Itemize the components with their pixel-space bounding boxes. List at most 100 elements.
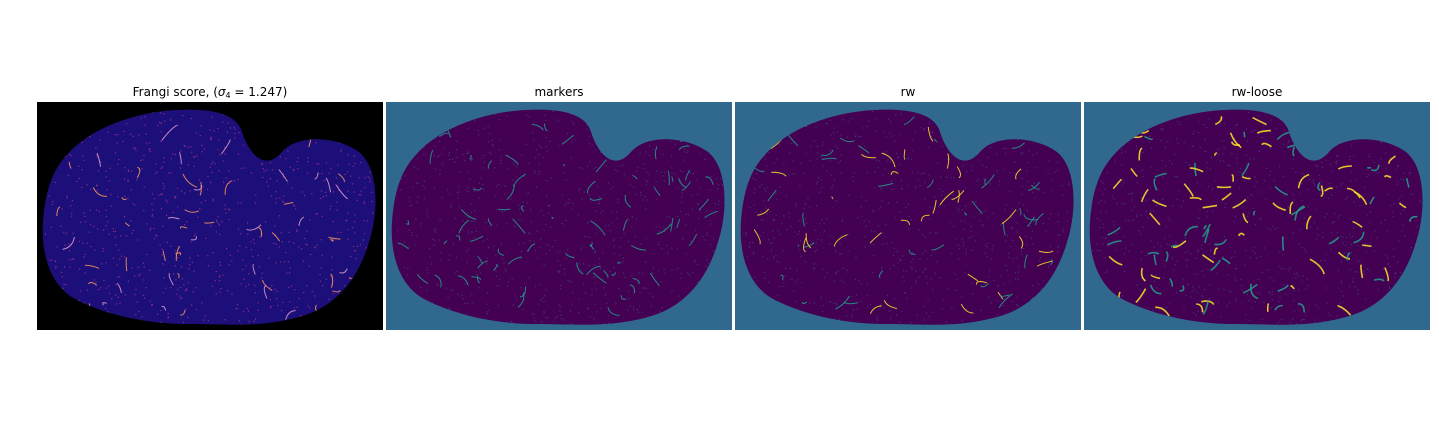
texture-speck bbox=[113, 228, 114, 229]
texture-speck bbox=[1302, 173, 1303, 174]
texture-speck bbox=[135, 314, 136, 315]
texture-speck bbox=[266, 182, 267, 183]
texture-speck bbox=[1243, 206, 1244, 207]
texture-speck bbox=[259, 266, 260, 267]
texture-speck bbox=[566, 258, 567, 259]
texture-speck bbox=[102, 251, 103, 252]
texture-speck bbox=[1343, 301, 1344, 302]
texture-speck bbox=[1370, 243, 1371, 244]
texture-speck bbox=[877, 318, 878, 319]
texture-speck bbox=[204, 149, 205, 150]
texture-speck bbox=[214, 130, 215, 131]
texture-speck bbox=[167, 242, 168, 243]
texture-speck bbox=[826, 219, 827, 220]
texture-speck bbox=[545, 253, 546, 254]
texture-speck bbox=[594, 282, 595, 283]
texture-speck bbox=[877, 320, 878, 321]
texture-speck bbox=[667, 253, 668, 254]
texture-speck bbox=[536, 149, 537, 150]
texture-speck bbox=[965, 254, 966, 255]
texture-speck bbox=[814, 263, 815, 264]
texture-speck bbox=[972, 293, 973, 294]
texture-speck bbox=[255, 195, 256, 196]
texture-speck bbox=[834, 127, 835, 128]
texture-speck bbox=[117, 164, 118, 165]
texture-speck bbox=[103, 248, 104, 249]
texture-speck bbox=[1183, 306, 1184, 307]
texture-speck bbox=[1187, 251, 1188, 252]
texture-speck bbox=[360, 244, 361, 245]
texture-speck bbox=[1358, 289, 1359, 290]
texture-speck bbox=[589, 265, 590, 266]
texture-speck bbox=[1124, 203, 1125, 204]
texture-speck bbox=[1209, 244, 1210, 245]
texture-speck bbox=[643, 199, 644, 200]
texture-speck bbox=[1019, 202, 1020, 203]
texture-speck bbox=[959, 248, 960, 249]
texture-speck bbox=[439, 174, 440, 175]
texture-speck bbox=[71, 155, 72, 156]
texture-speck bbox=[404, 267, 405, 268]
texture-speck bbox=[684, 148, 685, 149]
texture-speck bbox=[181, 266, 182, 267]
texture-speck bbox=[492, 144, 493, 145]
texture-speck bbox=[216, 221, 217, 222]
texture-speck bbox=[571, 304, 572, 305]
texture-speck bbox=[965, 206, 966, 207]
texture-speck bbox=[225, 212, 226, 213]
texture-speck bbox=[529, 277, 530, 278]
texture-speck bbox=[1275, 128, 1276, 129]
texture-speck bbox=[856, 295, 857, 296]
texture-speck bbox=[617, 171, 618, 172]
texture-speck bbox=[692, 272, 693, 273]
texture-speck bbox=[941, 195, 942, 196]
texture-speck bbox=[1313, 199, 1314, 200]
texture-speck bbox=[589, 161, 590, 162]
texture-speck bbox=[530, 240, 531, 241]
texture-speck bbox=[789, 213, 790, 214]
texture-speck bbox=[555, 240, 556, 241]
texture-speck bbox=[321, 173, 322, 174]
texture-speck bbox=[601, 212, 602, 213]
texture-speck bbox=[648, 174, 649, 175]
texture-speck bbox=[1314, 322, 1315, 323]
texture-speck bbox=[831, 175, 832, 176]
texture-speck bbox=[803, 173, 804, 174]
texture-speck bbox=[543, 301, 544, 302]
texture-speck bbox=[749, 242, 750, 243]
texture-speck bbox=[1336, 160, 1337, 161]
texture-speck bbox=[1284, 268, 1285, 269]
texture-speck bbox=[109, 293, 110, 294]
texture-speck bbox=[1316, 239, 1317, 240]
texture-speck bbox=[479, 183, 480, 184]
texture-speck bbox=[836, 304, 837, 305]
texture-speck bbox=[1277, 227, 1278, 228]
texture-speck bbox=[1014, 173, 1015, 174]
texture-speck bbox=[540, 299, 541, 300]
texture-speck bbox=[1250, 194, 1251, 195]
texture-speck bbox=[85, 273, 86, 274]
texture-speck bbox=[1190, 165, 1191, 166]
texture-speck bbox=[196, 309, 197, 310]
texture-speck bbox=[704, 159, 705, 160]
texture-speck bbox=[541, 321, 542, 322]
texture-speck bbox=[484, 161, 485, 162]
texture-speck bbox=[930, 232, 931, 233]
texture-speck bbox=[496, 209, 497, 210]
texture-speck bbox=[746, 234, 747, 235]
texture-speck bbox=[63, 284, 64, 285]
texture-speck bbox=[623, 165, 624, 166]
texture-speck bbox=[135, 294, 136, 295]
texture-speck bbox=[599, 203, 600, 204]
texture-speck bbox=[630, 285, 631, 286]
texture-speck bbox=[143, 155, 144, 156]
texture-speck bbox=[706, 259, 707, 260]
texture-speck bbox=[1215, 180, 1216, 181]
texture-speck bbox=[706, 235, 707, 236]
texture-speck bbox=[874, 231, 875, 232]
texture-speck bbox=[1166, 227, 1167, 228]
texture-speck bbox=[277, 291, 278, 292]
texture-speck bbox=[619, 165, 620, 166]
texture-speck bbox=[1145, 255, 1146, 256]
texture-speck bbox=[824, 277, 825, 278]
